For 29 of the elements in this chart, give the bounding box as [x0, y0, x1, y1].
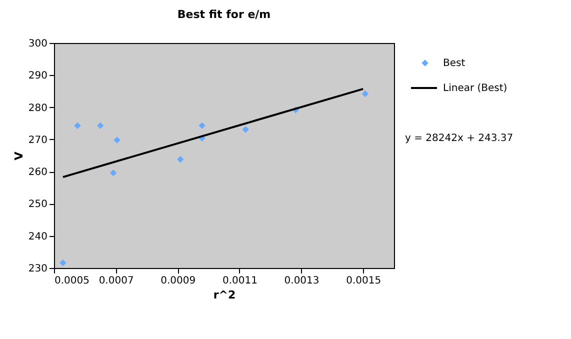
point [60, 260, 66, 266]
x-axis-title: r^2 [213, 288, 236, 302]
y-tick-label: 230 [28, 264, 48, 274]
legend-label: Linear (Best) [443, 83, 508, 94]
y-tick-label: 290 [28, 70, 48, 82]
chart-title: Best fit for e/m [177, 8, 271, 21]
point [362, 90, 369, 98]
x-tick-label: 0.0011 [222, 276, 258, 286]
point [242, 126, 249, 133]
y-axis-title: V [12, 151, 26, 160]
point [114, 136, 120, 144]
x-tick-label: 0.0009 [160, 276, 196, 286]
point [74, 122, 81, 129]
point [97, 122, 104, 129]
y-tick-label: 300 [28, 38, 48, 50]
x-tick-label: 0.0015 [346, 276, 382, 286]
x-tick-label: 0.0013 [284, 276, 320, 286]
y-tick-label: 240 [28, 231, 48, 242]
point [177, 156, 184, 163]
y-tick-label: 270 [28, 134, 48, 146]
legend-label: Best [443, 58, 466, 69]
y-tick-label: 250 [28, 199, 48, 210]
text: y = 28242x + 243.37 [405, 133, 514, 144]
point [198, 122, 206, 129]
point [110, 170, 117, 176]
x-tick-label: 0.0007 [98, 276, 134, 286]
y-tick-label: 260 [28, 167, 48, 178]
y-tick-label: 280 [28, 102, 48, 114]
x-tick-label: 0.0005 [54, 276, 90, 286]
